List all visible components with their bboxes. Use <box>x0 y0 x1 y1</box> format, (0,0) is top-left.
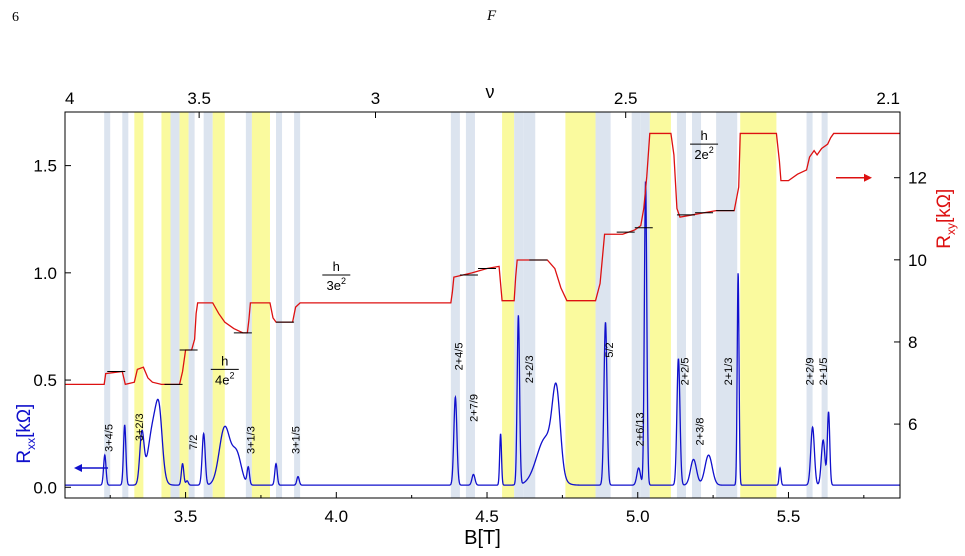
filling-factor-label: 2+1/3 <box>723 358 735 386</box>
highlight-band-blue <box>122 112 129 498</box>
data-series <box>65 132 900 486</box>
highlight-band-yellow <box>649 112 671 498</box>
highlight-band-yellow <box>740 112 777 498</box>
highlight-band-yellow <box>502 112 515 498</box>
axes: 3.5 4.0 4.5 5.0 5.5 B[T] 0.0 0.5 1.0 1.5 6 8 10 12 4 3.… <box>14 82 958 549</box>
highlight-band-blue <box>104 112 111 498</box>
rxx-curve <box>65 181 900 486</box>
filling-factor-label: 2+3/8 <box>695 418 707 446</box>
highlight-band-blue <box>631 112 641 498</box>
top-tick-label: 2.5 <box>614 89 638 108</box>
plateau-numerator: h <box>700 128 707 143</box>
plateau-numerator: h <box>333 259 340 274</box>
plateau-denominator: 3e2 <box>327 276 346 293</box>
plateau-denominator: 2e2 <box>694 145 713 162</box>
highlight-bands <box>104 112 828 498</box>
highlight-band-yellow <box>212 112 225 498</box>
highlight-band-blue <box>676 112 686 498</box>
filling-factor-label: 2+2/3 <box>524 355 536 383</box>
x-tick-label: 4.5 <box>475 507 499 526</box>
left-axis-label: Rxx[kΩ] <box>14 404 38 464</box>
top-tick-label: 3.5 <box>187 89 211 108</box>
page-number: 6 <box>12 10 19 25</box>
filling-factor-label: 3+1/3 <box>245 426 257 454</box>
highlight-band-yellow <box>251 112 270 498</box>
filling-factor-label: 5/2 <box>604 342 616 357</box>
filling-factor-label: 2+2/5 <box>679 358 691 386</box>
highlight-band-blue <box>450 112 460 498</box>
right-tick-label: 12 <box>908 169 927 188</box>
right-tick-label: 6 <box>908 415 917 434</box>
highlight-band-blue <box>716 112 738 498</box>
filling-factor-label: 2+2/9 <box>805 358 817 386</box>
filling-factor-label: 3+2/3 <box>134 413 146 441</box>
highlight-band-blue <box>523 112 536 498</box>
highlight-band-yellow <box>134 112 144 498</box>
x-tick-label: 4.0 <box>324 507 348 526</box>
x-tick-label: 5.5 <box>777 507 801 526</box>
highlight-band-blue <box>465 112 475 498</box>
highlight-band-blue <box>245 112 252 498</box>
highlight-band-blue <box>821 112 828 498</box>
plateau-denominator: 4e2 <box>215 370 234 387</box>
filling-factor-label: 2+4/5 <box>453 343 465 371</box>
x-tick-label: 5.0 <box>626 507 650 526</box>
x-tick-label: 3.5 <box>174 507 198 526</box>
annotations: 3+4/5 3+2/3 7/2 3+1/3 3+1/5 2+4/5 2+7/9 2+2/3 5/… <box>104 128 830 454</box>
highlight-band-blue <box>170 112 180 498</box>
highlight-band-blue <box>203 112 213 498</box>
highlight-band-blue <box>640 112 650 498</box>
filling-factor-label: 7/2 <box>188 435 200 450</box>
highlight-band-blue <box>514 112 524 498</box>
highlight-band-blue <box>276 112 283 498</box>
top-tick-label: 3 <box>371 89 380 108</box>
filling-factor-label: 2+7/9 <box>468 394 480 422</box>
highlight-band-blue <box>188 112 195 498</box>
filling-factor-label: 3+1/5 <box>291 426 303 454</box>
x-axis-label: B[T] <box>464 527 501 549</box>
left-axis-arrowhead <box>74 463 82 472</box>
top-tick-label: 2.1 <box>876 89 900 108</box>
plot-frame <box>64 111 901 499</box>
top-tick-label: 4 <box>65 89 74 108</box>
left-tick-label: 1.0 <box>33 264 57 283</box>
highlight-band-blue <box>692 112 702 498</box>
left-tick-label: 0.0 <box>33 478 57 497</box>
left-tick-label: 1.5 <box>33 157 57 176</box>
right-axis-label: Rxy[kΩ] <box>934 189 958 249</box>
figure-letter: F <box>487 8 497 24</box>
left-tick-label: 0.5 <box>33 371 57 390</box>
right-tick-label: 10 <box>908 251 927 270</box>
right-tick-label: 8 <box>908 333 917 352</box>
filling-factor-label: 2+6/13 <box>634 412 646 446</box>
highlight-band-yellow <box>161 112 171 498</box>
filling-factor-label: 2+1/5 <box>818 358 830 386</box>
filling-factor-label: 3+4/5 <box>104 424 116 452</box>
highlight-band-blue <box>806 112 813 498</box>
top-axis-label: ν <box>486 82 495 102</box>
plateau-numerator: h <box>221 353 228 368</box>
highlight-band-yellow <box>179 112 189 498</box>
right-axis-arrowhead <box>864 173 872 182</box>
highlight-band-yellow <box>565 112 596 498</box>
